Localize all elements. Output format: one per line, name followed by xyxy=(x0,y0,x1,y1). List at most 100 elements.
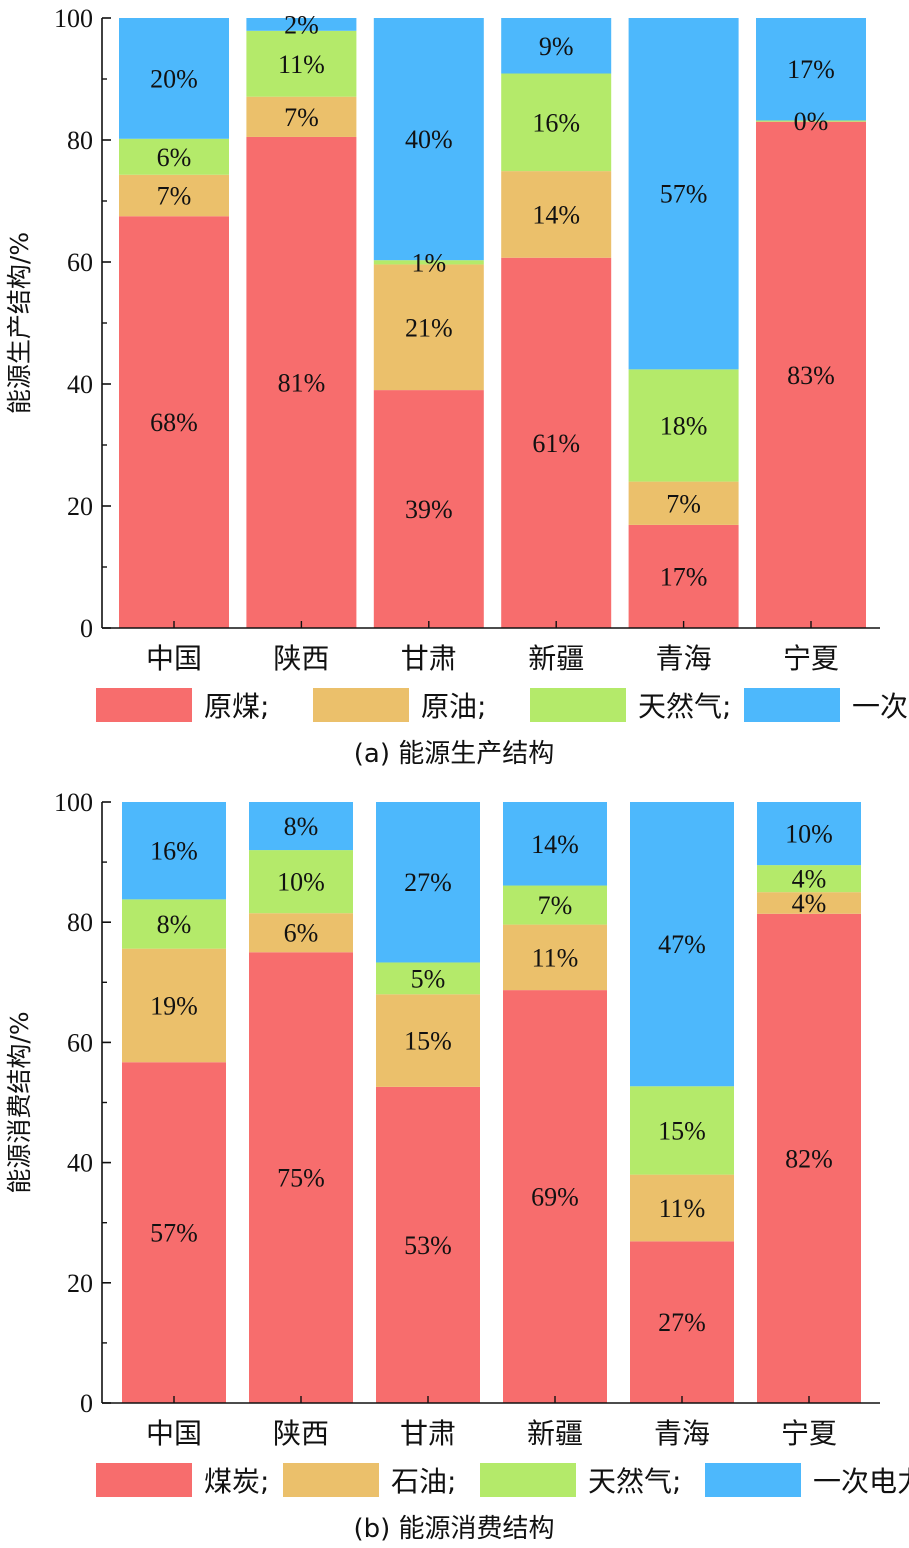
y-tick-label: 40 xyxy=(67,1149,93,1178)
y-tick-label: 0 xyxy=(80,1389,93,1418)
legend-label: 原油; xyxy=(421,690,486,723)
y-tick-label: 100 xyxy=(54,4,93,33)
legend-label: 原煤; xyxy=(204,690,269,723)
data-label: 6% xyxy=(284,919,319,948)
data-label: 40% xyxy=(405,125,453,154)
bar-segment xyxy=(757,802,861,866)
bar-segment xyxy=(501,18,612,74)
legend-swatch xyxy=(744,688,840,722)
bar-segment xyxy=(628,524,739,628)
x-tick-label: 宁夏 xyxy=(783,642,839,675)
data-label: 15% xyxy=(404,1027,452,1056)
chart-panel-a: 68% 7% 6% 20% 81% 7% 11% 2% 39% 21% 1% 40% 61% 14% 16%… xyxy=(5,4,909,769)
y-axis-title: 能源生产结构/% xyxy=(5,232,34,414)
bar-segment xyxy=(630,1086,734,1175)
bar-segment xyxy=(501,171,612,258)
x-tick-label: 陕西 xyxy=(273,642,329,675)
y-tick-label: 80 xyxy=(67,908,93,937)
data-label: 82% xyxy=(785,1144,833,1173)
data-label: 8% xyxy=(157,910,192,939)
bar-segment xyxy=(756,120,866,122)
bar-segment xyxy=(376,994,480,1087)
x-tick-label: 陕西 xyxy=(273,1417,329,1450)
data-label: 18% xyxy=(660,411,708,440)
data-label: 11% xyxy=(278,50,325,79)
bar-segment xyxy=(630,1241,734,1403)
bar-segment xyxy=(119,18,229,139)
y-tick-label: 100 xyxy=(54,788,93,817)
data-label: 17% xyxy=(660,562,708,591)
data-label: 2% xyxy=(284,10,319,39)
bar-segment xyxy=(503,924,607,991)
bar-segment xyxy=(628,481,739,525)
legend-swatch xyxy=(480,1463,576,1497)
x-tick-label: 青海 xyxy=(654,1417,710,1450)
data-label: 16% xyxy=(150,837,198,866)
y-axis-title: 能源消费结构/% xyxy=(5,1011,34,1193)
bar-segment xyxy=(628,18,739,370)
bar-segment xyxy=(246,30,357,97)
bar-segment xyxy=(373,264,484,391)
legend-swatch xyxy=(283,1463,379,1497)
data-label: 69% xyxy=(531,1183,579,1212)
bar-segment xyxy=(757,913,861,1403)
data-label: 83% xyxy=(787,361,835,390)
chart-panel-b: 57% 19% 8% 16% 75% 6% 10% 8% 53% 15% 5% 27% 69% 11% 7%… xyxy=(5,788,909,1544)
y-tick-label: 60 xyxy=(67,1028,93,1057)
data-label: 11% xyxy=(659,1194,706,1223)
data-label: 7% xyxy=(157,182,192,211)
bar-segment xyxy=(119,138,229,175)
bar-segment xyxy=(376,962,480,995)
bar-segment xyxy=(246,136,357,628)
bar-segment xyxy=(503,990,607,1403)
data-label: 19% xyxy=(150,991,198,1020)
data-label: 39% xyxy=(405,495,453,524)
bar-segment xyxy=(373,18,484,261)
bar-segment xyxy=(246,18,357,31)
bar-segment xyxy=(628,369,739,482)
data-label: 5% xyxy=(411,964,446,993)
data-label: 14% xyxy=(531,830,579,859)
data-label: 20% xyxy=(150,64,198,93)
bar-segment xyxy=(756,121,866,628)
data-label: 4% xyxy=(792,889,827,918)
data-label: 53% xyxy=(404,1231,452,1260)
bar-segment xyxy=(630,1174,734,1242)
x-tick-label: 新疆 xyxy=(528,642,584,675)
data-label: 8% xyxy=(284,812,319,841)
bar-segment xyxy=(501,73,612,172)
chart-caption: (b) 能源消费结构 xyxy=(353,1514,554,1544)
bar-segment xyxy=(122,899,226,949)
y-tick-label: 60 xyxy=(67,248,93,277)
bar-segment xyxy=(376,1086,480,1403)
data-label: 68% xyxy=(150,408,198,437)
data-label: 27% xyxy=(404,868,452,897)
bar-segment xyxy=(122,948,226,1063)
y-tick-label: 40 xyxy=(67,370,93,399)
x-tick-label: 宁夏 xyxy=(781,1417,837,1450)
data-label: 75% xyxy=(277,1164,325,1193)
x-tick-label: 中国 xyxy=(146,642,202,675)
data-label: 4% xyxy=(792,865,827,894)
data-label: 17% xyxy=(787,55,835,84)
data-label: 10% xyxy=(785,820,833,849)
data-label: 57% xyxy=(150,1219,198,1248)
y-tick-label: 80 xyxy=(67,126,93,155)
x-tick-label: 青海 xyxy=(656,642,712,675)
data-label: 7% xyxy=(666,489,701,518)
bar-segment xyxy=(373,260,484,265)
data-label: 10% xyxy=(277,868,325,897)
bar-segment xyxy=(119,216,229,628)
legend-swatch xyxy=(96,1463,192,1497)
data-label: 27% xyxy=(658,1308,706,1337)
bar-segment xyxy=(249,952,353,1403)
x-tick-label: 甘肃 xyxy=(400,1417,456,1450)
bar-segment xyxy=(122,802,226,900)
legend-label: 煤炭; xyxy=(204,1465,269,1498)
legend-swatch xyxy=(96,688,192,722)
bar-segment xyxy=(122,1062,226,1403)
data-label: 61% xyxy=(532,429,580,458)
data-label: 6% xyxy=(157,143,192,172)
x-tick-label: 新疆 xyxy=(527,1417,583,1450)
bar-segment xyxy=(249,802,353,851)
